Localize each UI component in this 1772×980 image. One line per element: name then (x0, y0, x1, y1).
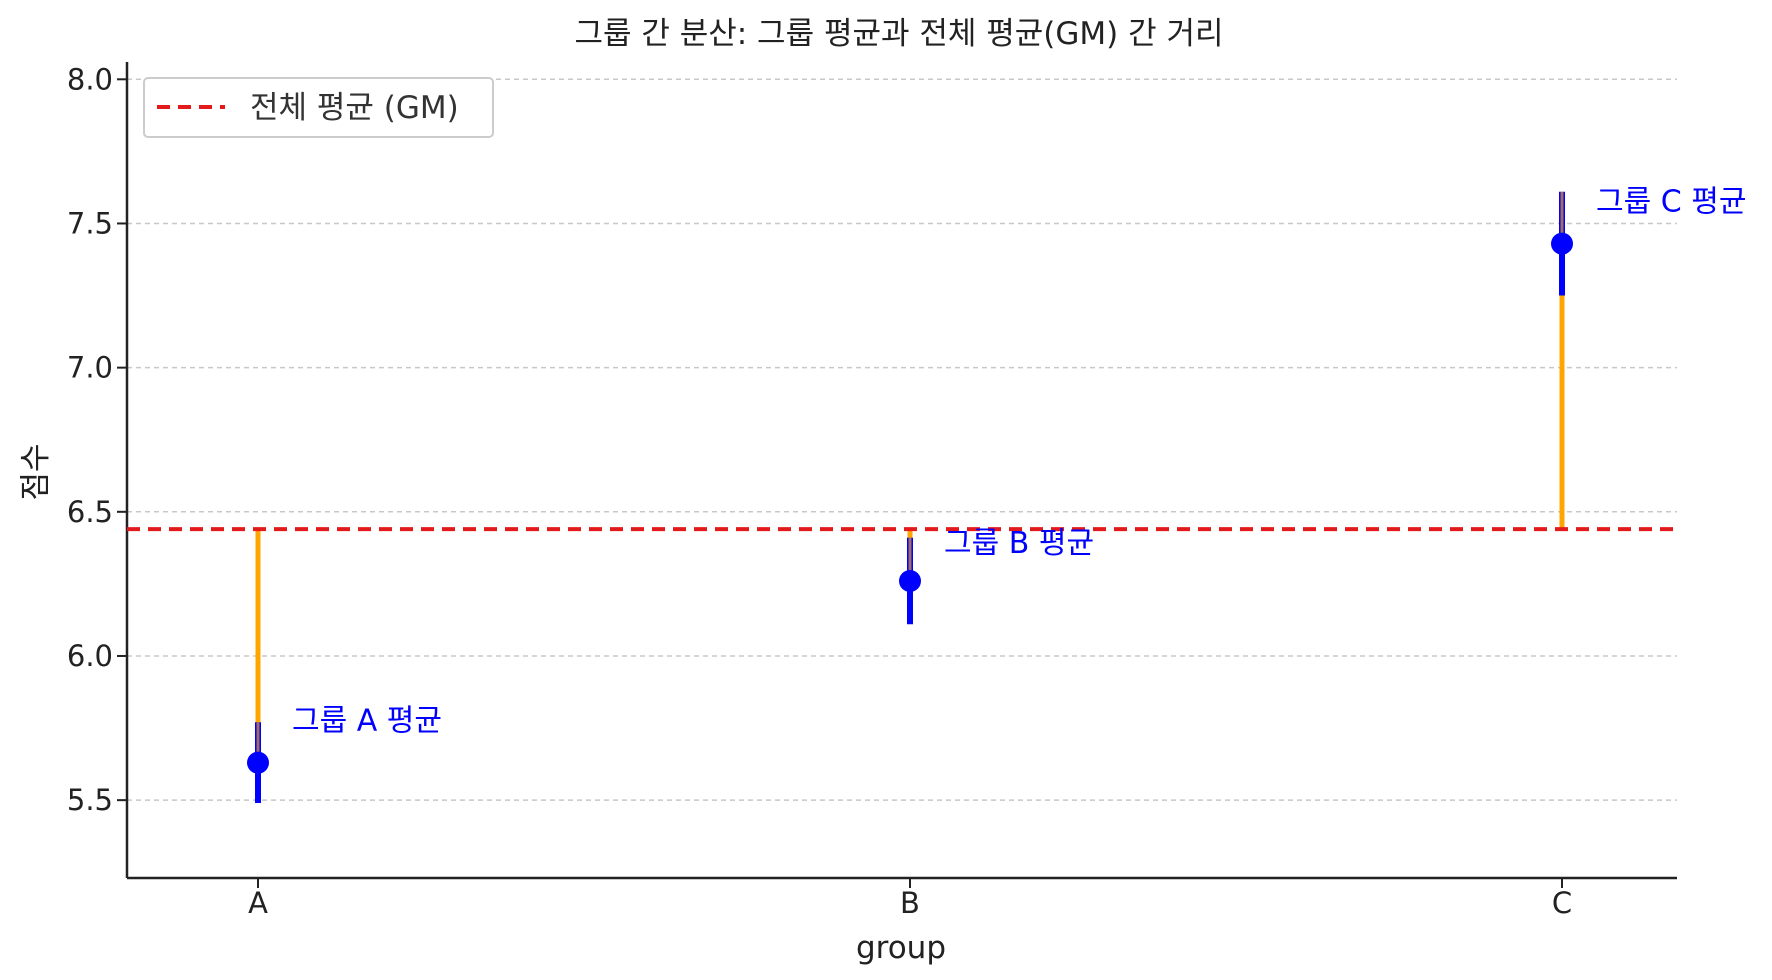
x-tick-label: A (248, 886, 268, 920)
x-tick-label: C (1552, 886, 1572, 920)
x-tick-label: B (900, 886, 920, 920)
mean-annotation: 그룹 C 평균 (1596, 185, 1746, 220)
mean-annotation: 그룹 B 평균 (944, 526, 1094, 561)
mean-points (247, 191, 1573, 804)
legend-label: 전체 평균 (GM) (250, 90, 459, 126)
mean-point (899, 570, 921, 593)
x-ticks: A B C (248, 878, 1572, 920)
mean-point (1551, 232, 1573, 255)
y-axis-label: 점수 (18, 443, 54, 500)
x-axis-label: group (856, 930, 946, 966)
y-ticks: 5.5 6.0 6.5 7.0 7.5 8.0 (67, 62, 127, 817)
legend: 전체 평균 (GM) (143, 77, 494, 138)
distance-lines (255, 243, 1565, 763)
y-tick-label: 7.5 (67, 206, 113, 240)
y-tick-label: 6.0 (67, 639, 113, 673)
y-tick-label: 8.0 (67, 62, 113, 96)
y-tick-label: 7.0 (67, 351, 113, 385)
legend-box (143, 77, 494, 138)
mean-point (247, 751, 269, 774)
chart-title: 그룹 간 분산: 그룹 평균과 전체 평균(GM) 간 거리 (574, 16, 1223, 52)
y-tick-label: 6.5 (67, 495, 113, 529)
annotations: 그룹 A 평균 그룹 B 평균 그룹 C 평균 (292, 185, 1746, 739)
axes (125, 62, 1677, 880)
y-tick-label: 5.5 (67, 783, 113, 817)
grid-lines (127, 78, 1677, 801)
mean-annotation: 그룹 A 평균 (292, 704, 442, 739)
